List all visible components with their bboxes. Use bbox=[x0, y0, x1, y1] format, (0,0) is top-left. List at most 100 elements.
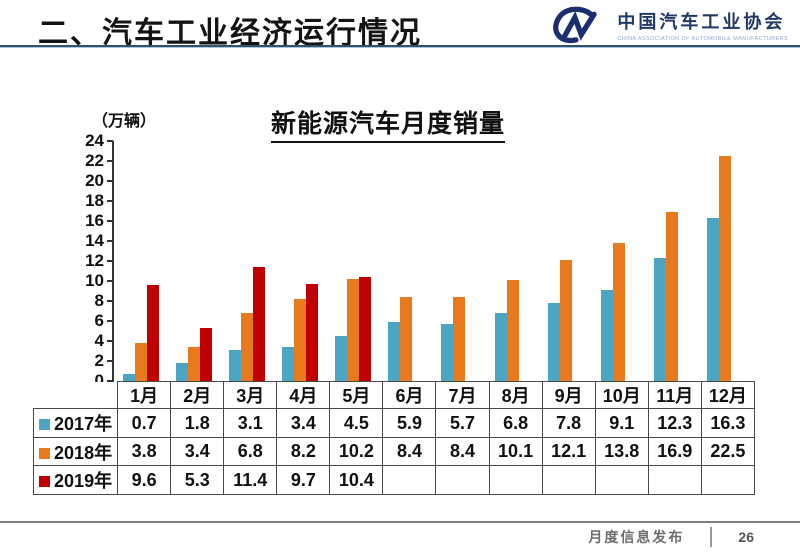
month-header-6月: 6月 bbox=[382, 381, 437, 409]
table-corner-cell bbox=[33, 381, 118, 409]
value-2019年-12月 bbox=[700, 465, 756, 495]
value-2018年-2月: 3.4 bbox=[170, 437, 225, 466]
value-2019年-5月: 10.4 bbox=[329, 465, 384, 495]
bar-2017年-11月 bbox=[653, 258, 666, 381]
bar-2018年-7月 bbox=[453, 297, 466, 381]
value-2018年-7月: 8.4 bbox=[435, 437, 490, 466]
bar-2017年-9月 bbox=[547, 303, 560, 381]
bar-2017年-5月 bbox=[335, 336, 348, 381]
legend-cell-2018年: 2018年 bbox=[32, 437, 119, 466]
bar-2017年-3月 bbox=[229, 350, 242, 381]
bar-2018年-3月 bbox=[241, 313, 254, 381]
y-tick-mark-24 bbox=[107, 140, 113, 142]
footer-divider bbox=[710, 527, 713, 547]
footer-rule bbox=[0, 521, 800, 523]
month-header-12月: 12月 bbox=[700, 381, 756, 409]
bar-group-7月 bbox=[435, 141, 488, 381]
y-tick-mark-0 bbox=[107, 380, 113, 382]
bar-group-5月 bbox=[329, 141, 382, 381]
value-2018年-4月: 8.2 bbox=[276, 437, 331, 466]
value-2019年-9月 bbox=[541, 465, 596, 495]
y-tick-mark-22 bbox=[107, 160, 113, 162]
y-tick-mark-18 bbox=[107, 200, 113, 202]
chart-title-wrap: 新能源汽车月度销量 bbox=[0, 104, 788, 143]
value-2017年-5月: 4.5 bbox=[329, 408, 384, 438]
month-header-11月: 11月 bbox=[647, 381, 702, 409]
y-tick-label-6: 6 bbox=[94, 311, 104, 330]
value-2017年-10月: 9.1 bbox=[594, 408, 649, 438]
table-row-2017年: 2017年 0.7 1.8 3.1 3.4 4.5 5.9 5.7 6.8 7.8 9.1 12.3 1… bbox=[32, 408, 756, 438]
y-tick-label-24: 24 bbox=[85, 131, 104, 150]
month-header-5月: 5月 bbox=[329, 381, 384, 409]
y-tick-label-4: 4 bbox=[94, 331, 104, 350]
y-tick-label-16: 16 bbox=[85, 211, 104, 230]
footer-label: 月度信息发布 bbox=[588, 529, 685, 545]
page-title: 二、汽车工业经济运行情况 bbox=[38, 17, 422, 50]
month-header-1月: 1月 bbox=[117, 381, 172, 409]
y-axis-line bbox=[112, 141, 114, 382]
y-tick-mark-10 bbox=[107, 280, 113, 282]
value-2018年-5月: 10.2 bbox=[329, 437, 384, 466]
bar-2018年-5月 bbox=[347, 279, 360, 381]
value-2019年-2月: 5.3 bbox=[170, 465, 225, 495]
y-tick-label-18: 18 bbox=[85, 191, 104, 210]
y-tick-label-22: 22 bbox=[85, 151, 104, 170]
bar-group-1月 bbox=[117, 141, 170, 381]
bar-2019年-2月 bbox=[200, 328, 213, 381]
bar-2018年-2月 bbox=[188, 347, 201, 381]
month-header-4月: 4月 bbox=[276, 381, 331, 409]
bar-group-9月 bbox=[542, 141, 595, 381]
y-tick-label-0: 0 bbox=[94, 371, 104, 390]
series-label-2018年: 2018年 bbox=[54, 442, 113, 463]
value-2017年-11月: 12.3 bbox=[647, 408, 702, 438]
header-rule-dark bbox=[0, 45, 800, 47]
bar-2017年-6月 bbox=[388, 322, 401, 381]
value-2017年-7月: 5.7 bbox=[435, 408, 490, 438]
bar-2019年-3月 bbox=[253, 267, 266, 381]
y-tick-label-12: 12 bbox=[85, 251, 104, 270]
bar-2018年-12月 bbox=[718, 156, 731, 381]
value-2018年-3月: 6.8 bbox=[223, 437, 278, 466]
value-2017年-3月: 3.1 bbox=[223, 408, 278, 438]
legend-cell-2017年: 2017年 bbox=[32, 408, 119, 438]
bar-2018年-11月 bbox=[665, 212, 678, 381]
bar-group-6月 bbox=[382, 141, 435, 381]
value-2019年-8月 bbox=[488, 465, 543, 495]
value-2017年-9月: 7.8 bbox=[541, 408, 596, 438]
month-header-9月: 9月 bbox=[541, 381, 596, 409]
bar-2019年-5月 bbox=[359, 277, 372, 381]
bar-2018年-9月 bbox=[559, 260, 572, 381]
org-name-cn: 中国汽车工业协会 bbox=[617, 12, 786, 32]
bar-group-10月 bbox=[595, 141, 648, 381]
value-2018年-12月: 22.5 bbox=[700, 437, 756, 466]
value-2019年-1月: 9.6 bbox=[117, 465, 172, 495]
y-tick-mark-16 bbox=[107, 220, 113, 222]
table-row-2018年: 2018年 3.8 3.4 6.8 8.2 10.2 8.4 8.4 10.1 12.1 13.8 1… bbox=[32, 437, 756, 466]
value-2018年-1月: 3.8 bbox=[117, 437, 172, 466]
legend-swatch-2019年 bbox=[39, 476, 51, 487]
data-table: 1月 2月 3月 4月 5月 6月 7月 8月 9月 10月 11月 12月 2017年 0.7 1.8 3.… bbox=[32, 381, 756, 495]
chart-title: 新能源汽车月度销量 bbox=[270, 104, 505, 143]
page-number: 26 bbox=[738, 529, 754, 545]
bar-group-12月 bbox=[701, 141, 754, 381]
legend-swatch-2018年 bbox=[39, 447, 51, 459]
y-tick-mark-14 bbox=[107, 240, 113, 242]
bar-2018年-10月 bbox=[612, 243, 625, 381]
y-tick-label-10: 10 bbox=[85, 271, 104, 290]
value-2018年-11月: 16.9 bbox=[647, 437, 702, 466]
series-label-2017年: 2017年 bbox=[54, 414, 113, 434]
bar-2017年-8月 bbox=[494, 313, 507, 381]
y-tick-label-14: 14 bbox=[85, 231, 104, 250]
bar-2018年-4月 bbox=[294, 299, 307, 381]
bar-2017年-4月 bbox=[282, 347, 295, 381]
y-tick-mark-4 bbox=[107, 340, 113, 342]
bar-group-8月 bbox=[489, 141, 542, 381]
bar-group-4月 bbox=[276, 141, 329, 381]
bar-plot bbox=[117, 141, 754, 381]
header-rule-light bbox=[0, 47, 800, 48]
bar-2019年-1月 bbox=[147, 285, 159, 381]
y-tick-label-20: 20 bbox=[85, 171, 104, 190]
value-2019年-4月: 9.7 bbox=[276, 465, 331, 495]
bar-2019年-4月 bbox=[306, 284, 319, 381]
